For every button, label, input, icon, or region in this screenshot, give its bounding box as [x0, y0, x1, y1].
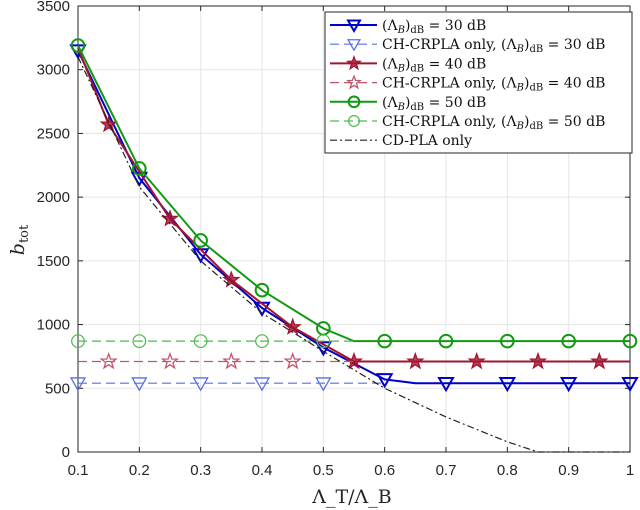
circle-marker [500, 333, 515, 349]
star-marker [283, 351, 302, 370]
circle-marker [438, 333, 454, 349]
star-marker [590, 351, 609, 370]
y-tick-label: 2500 [37, 125, 70, 142]
star-marker [222, 270, 241, 288]
star-marker [99, 114, 118, 133]
x-tick-label: 0.6 [374, 462, 395, 479]
circle-marker [254, 282, 270, 298]
circle-marker [193, 334, 208, 349]
x-tick-label: 0.1 [68, 462, 89, 479]
star-marker [528, 351, 548, 370]
y-axis-label-sub: tot [17, 224, 32, 243]
y-axis-label: btot [7, 224, 32, 255]
series-4 [70, 38, 638, 349]
triangle-marker [346, 39, 362, 52]
series-6 [77, 56, 630, 453]
series-3 [78, 351, 354, 370]
circle-marker [316, 334, 331, 349]
plot-series [69, 38, 639, 453]
series-line [77, 56, 630, 453]
circle-marker [193, 233, 208, 248]
star-marker [344, 351, 364, 370]
triangle-marker [192, 377, 209, 392]
star-marker [345, 74, 363, 90]
legend-label: (ΛB)dB = 50 dB [382, 95, 486, 113]
y-axis-label-main: b [7, 243, 29, 255]
legend-label: (ΛB)dB = 30 dB [382, 18, 486, 36]
x-tick-label: 0.7 [436, 462, 457, 479]
series-2 [77, 47, 630, 370]
legend-item: (ΛB)dB = 30 dB [330, 18, 486, 36]
circle-marker [132, 334, 147, 349]
y-tick-label: 0 [62, 444, 70, 461]
series-5 [71, 334, 354, 349]
legend-item: CH-CRPLA only, (ΛB)dB = 50 dB [330, 114, 605, 132]
circle-marker [255, 334, 269, 349]
legend-item: CH-CRPLA only, (ΛB)dB = 30 dB [330, 37, 605, 55]
legend-item: CH-CRPLA only, (ΛB)dB = 40 dB [330, 74, 605, 94]
series-1 [69, 377, 385, 392]
triangle-marker [69, 377, 87, 392]
triangle-marker [253, 377, 271, 392]
x-tick-label: 0.5 [313, 462, 334, 479]
triangle-marker [375, 373, 394, 389]
circle-marker [377, 333, 392, 349]
circle-marker [132, 161, 147, 176]
circle-marker [71, 334, 85, 349]
x-tick-label: 0.3 [190, 462, 211, 479]
triangle-marker [498, 376, 517, 393]
triangle-marker [621, 376, 639, 393]
y-tick-label: 1500 [37, 253, 70, 270]
circle-marker [561, 333, 576, 349]
x-axis-label: Λ_T/Λ_B [311, 486, 391, 508]
circle-marker [348, 115, 360, 127]
triangle-marker [131, 377, 148, 392]
star-marker [99, 351, 118, 370]
legend-label: CH-CRPLA only, (ΛB)dB = 30 dB [382, 37, 605, 55]
triangle-marker [346, 19, 362, 33]
triangle-marker [315, 377, 332, 392]
circle-marker [622, 333, 638, 349]
legend-label: CD-PLA only [382, 133, 472, 149]
star-marker [406, 351, 425, 370]
axes: 0.1 0.2 0.3 0.4 0.5 0.6 0.7 0.8 0.9 1 0 500 1000 1500… [37, 0, 635, 479]
x-tick-label: 1 [626, 462, 634, 479]
y-tick-label: 2000 [37, 189, 70, 206]
star-marker [467, 351, 486, 370]
star-marker [345, 55, 363, 71]
x-tick-label: 0.8 [497, 462, 518, 479]
legend-item: CD-PLA only [330, 133, 472, 149]
circle-marker [347, 95, 361, 109]
legend-label: CH-CRPLA only, (ΛB)dB = 50 dB [382, 114, 605, 132]
triangle-marker [559, 376, 578, 393]
legend-item: (ΛB)dB = 40 dB [330, 55, 486, 74]
y-tick-label: 1000 [37, 317, 70, 334]
legend-label: (ΛB)dB = 40 dB [382, 56, 486, 74]
star-marker [160, 351, 180, 370]
series-line [77, 45, 630, 343]
star-marker [222, 351, 241, 370]
x-tick-label: 0.9 [558, 462, 579, 479]
triangle-marker [314, 341, 333, 357]
star-marker [283, 317, 302, 335]
x-tick-label: 0.4 [252, 462, 273, 479]
y-tick-label: 500 [45, 380, 70, 397]
plot-frame [77, 5, 631, 453]
legend-item: (ΛB)dB = 50 dB [330, 95, 486, 113]
x-tick-label: 0.2 [129, 462, 150, 479]
y-tick-label: 3000 [37, 62, 70, 79]
y-tick-label: 3500 [37, 0, 70, 15]
circle-marker [70, 38, 86, 53]
triangle-marker [437, 376, 455, 393]
legend-label: CH-CRPLA only, (ΛB)dB = 40 dB [382, 76, 605, 94]
